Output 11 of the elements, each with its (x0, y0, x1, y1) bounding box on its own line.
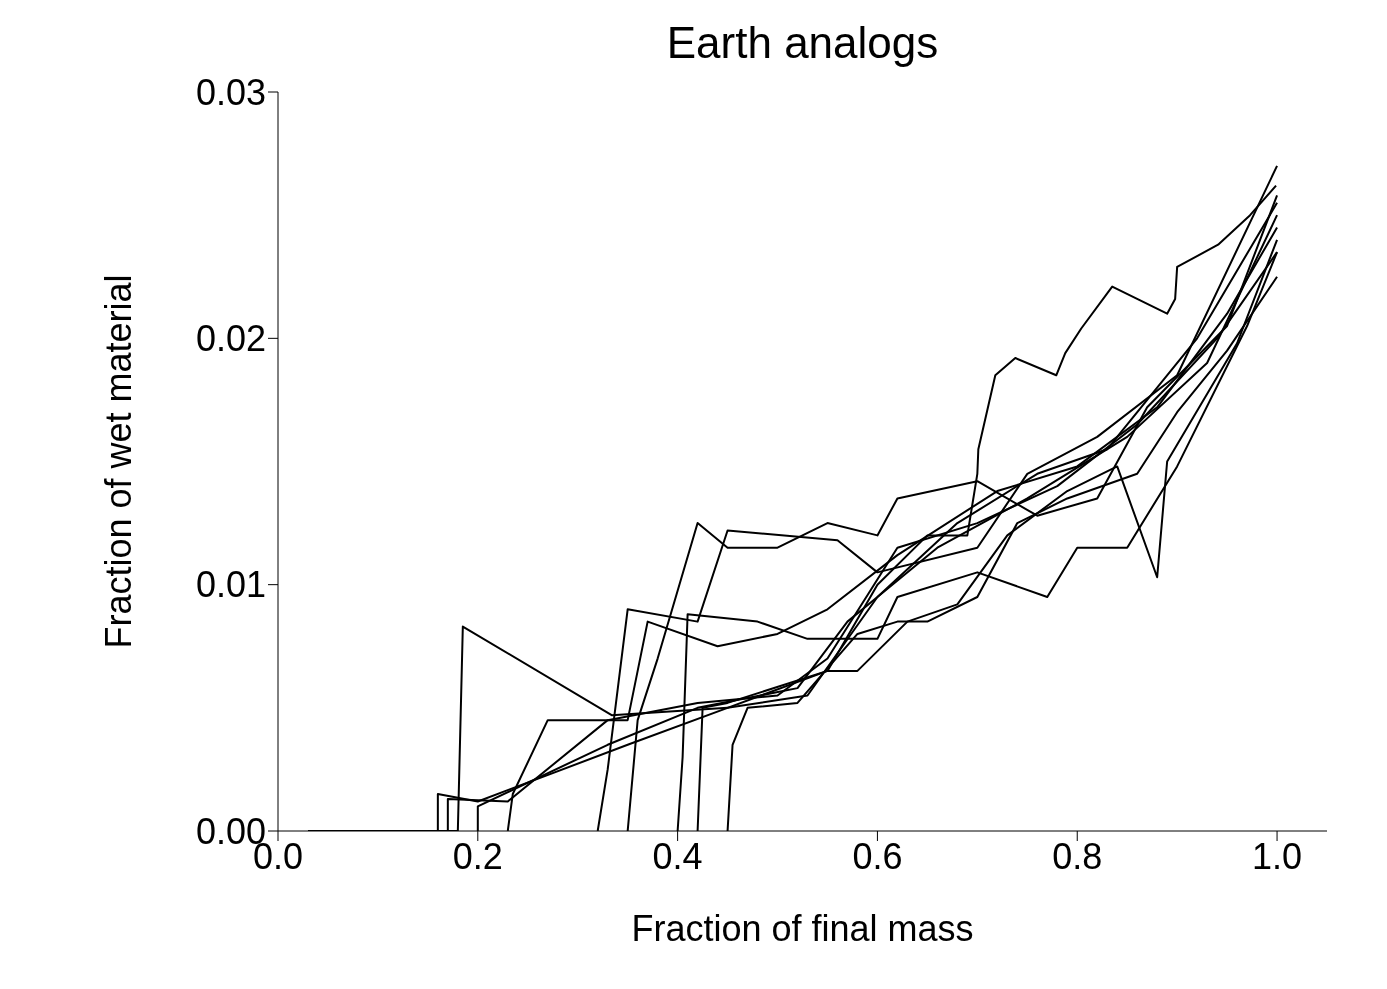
y-axis-title: Fraction of wet material (97, 274, 139, 649)
y-tick-label: 0.03 (195, 71, 266, 113)
x-tick-label: 0.8 (1052, 835, 1103, 877)
y-tick-label: 0.02 (195, 318, 266, 360)
y-tick-label: 0.01 (195, 564, 266, 606)
x-tick-label: 1.0 (1252, 835, 1303, 877)
x-tick-label: 0.6 (852, 835, 903, 877)
x-tick-label: 0.2 (452, 835, 503, 877)
x-tick-label: 0.4 (652, 835, 703, 877)
x-axis-title: Fraction of final mass (631, 908, 974, 949)
chart-title: Earth analogs (665, 18, 940, 68)
